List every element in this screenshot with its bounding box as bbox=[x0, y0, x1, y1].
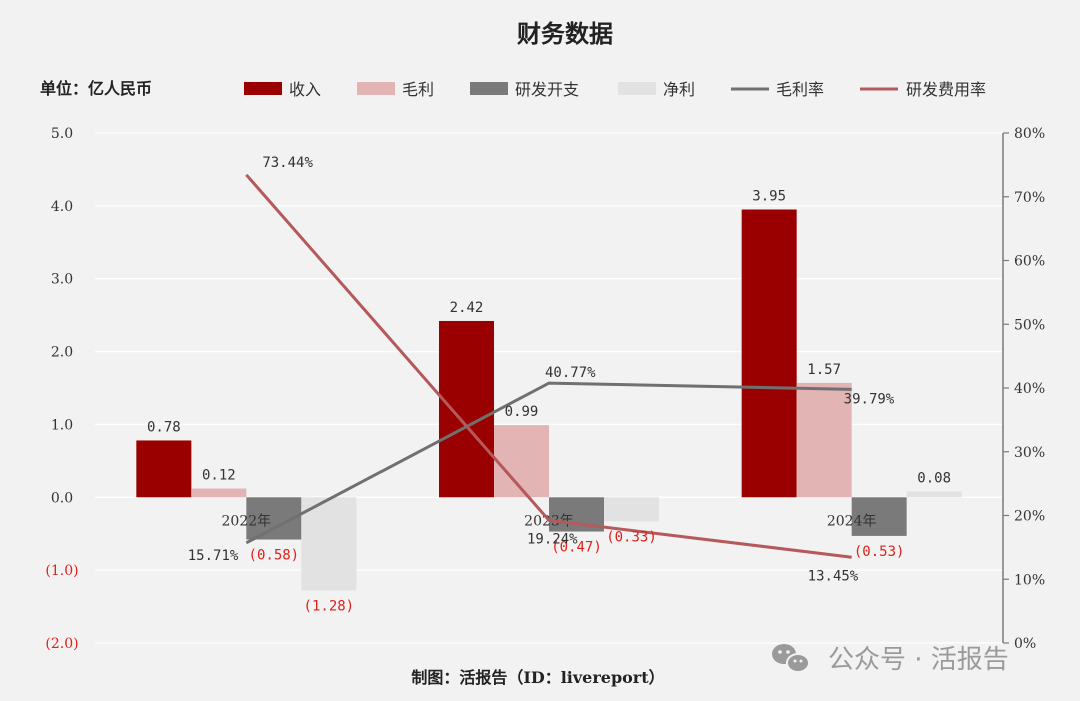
gridlines bbox=[95, 132, 1003, 644]
legend-swatch bbox=[244, 82, 282, 95]
bar-data-label: 2.42 bbox=[450, 300, 484, 316]
legend-label: 研发费用率 bbox=[906, 80, 986, 99]
y-left-tick-label: (2.0) bbox=[45, 636, 78, 652]
legend-item-毛利: 毛利 bbox=[357, 80, 434, 99]
bar-data-label: (0.33) bbox=[606, 529, 657, 545]
bar-收入-2022年 bbox=[136, 440, 192, 498]
legend-label: 收入 bbox=[289, 80, 321, 99]
y-right-tick-label: 0% bbox=[1014, 636, 1036, 652]
line-data-label: 13.45% bbox=[808, 568, 859, 584]
unit-label: 单位：亿人民币 bbox=[40, 79, 152, 98]
bar-毛利-2022年 bbox=[191, 488, 247, 498]
bar-data-label: (1.28) bbox=[304, 599, 355, 615]
legend-label: 净利 bbox=[663, 80, 695, 99]
category-label: 2022年 bbox=[222, 513, 272, 529]
y-right-tick-label: 80% bbox=[1014, 126, 1045, 142]
bar-毛利-2024年 bbox=[796, 382, 852, 498]
y-axis-right: 80% 70% 60% 50% 40% 30% 20% 10% 0% bbox=[1002, 126, 1045, 652]
line-data-label: 15.71% bbox=[188, 548, 239, 564]
line-data-label: 39.79% bbox=[844, 391, 895, 407]
line-研发费用率 bbox=[245, 173, 852, 559]
legend-item-研发开支: 研发开支 bbox=[470, 80, 579, 99]
y-right-tick-label: 70% bbox=[1014, 190, 1045, 206]
legend-item-净利: 净利 bbox=[618, 80, 695, 99]
y-left-tick-label: 1.0 bbox=[51, 417, 73, 433]
y-left-tick-label: 0.0 bbox=[51, 490, 73, 506]
legend-swatch bbox=[357, 82, 395, 95]
legend-item-收入: 收入 bbox=[244, 80, 321, 99]
bar-data-label: (0.53) bbox=[854, 544, 905, 560]
y-left-tick-label: (1.0) bbox=[45, 563, 78, 579]
line-data-label: 73.44% bbox=[262, 155, 313, 171]
bar-净利-2024年 bbox=[906, 491, 962, 498]
legend: 收入 毛利 研发开支 净利 毛利率 研发费用率 bbox=[244, 80, 986, 99]
bar-data-label: 0.78 bbox=[147, 419, 181, 435]
bar-收入-2024年 bbox=[741, 209, 797, 498]
bar-data-label: (0.47) bbox=[551, 540, 602, 556]
legend-swatch bbox=[470, 82, 508, 95]
legend-item-研发费用率: 研发费用率 bbox=[860, 80, 986, 99]
bar-data-label: (0.58) bbox=[249, 548, 300, 564]
legend-label: 毛利率 bbox=[776, 80, 824, 99]
bar-data-label: 3.95 bbox=[752, 189, 786, 205]
y-left-tick-label: 4.0 bbox=[51, 199, 73, 215]
watermark-text: 公众号 · 活报告 bbox=[828, 645, 1009, 675]
y-left-tick-label: 2.0 bbox=[51, 345, 73, 361]
y-left-tick-label: 5.0 bbox=[51, 126, 73, 142]
bar-data-label: 0.99 bbox=[505, 404, 539, 420]
wechat-icon bbox=[772, 644, 810, 673]
legend-label: 毛利 bbox=[402, 80, 434, 99]
line-data-label: 40.77% bbox=[545, 365, 596, 381]
data-labels: 0.78 2.42 3.95 0.12 0.99 1.57 (0.58) (0.47) (0.5… bbox=[147, 155, 951, 615]
y-right-tick-label: 30% bbox=[1014, 445, 1045, 461]
chart-title: 财务数据 bbox=[517, 19, 613, 48]
bar-研发开支-2024年 bbox=[851, 497, 907, 536]
bar-净利-2023年 bbox=[604, 497, 659, 522]
line-毛利率 bbox=[245, 381, 852, 545]
y-right-tick-label: 60% bbox=[1014, 254, 1045, 270]
bar-data-label: 1.57 bbox=[807, 362, 841, 378]
legend-swatch bbox=[618, 82, 656, 95]
y-axis-left: 5.0 4.0 3.0 2.0 1.0 0.0 (1.0) (2.0) bbox=[45, 126, 78, 652]
bar-毛利-2023年 bbox=[494, 425, 549, 498]
source-footer: 制图：活报告（ID：livereport） bbox=[411, 668, 664, 687]
legend-label: 研发开支 bbox=[515, 80, 579, 99]
watermark: 公众号 · 活报告 bbox=[772, 644, 1009, 675]
bar-data-label: 0.08 bbox=[917, 470, 951, 486]
bar-data-label: 0.12 bbox=[202, 468, 236, 484]
y-left-tick-label: 3.0 bbox=[51, 272, 73, 288]
line-data-label: 19.24% bbox=[527, 531, 578, 547]
y-right-tick-label: 20% bbox=[1014, 509, 1045, 525]
y-right-tick-label: 50% bbox=[1014, 317, 1045, 333]
y-right-tick-label: 10% bbox=[1014, 572, 1045, 588]
legend-item-毛利率: 毛利率 bbox=[731, 80, 824, 99]
bar-净利-2022年 bbox=[301, 497, 357, 591]
category-label: 2024年 bbox=[827, 513, 877, 529]
bar-收入-2023年 bbox=[439, 320, 494, 498]
y-right-tick-label: 40% bbox=[1014, 381, 1045, 397]
line-series bbox=[245, 173, 852, 559]
